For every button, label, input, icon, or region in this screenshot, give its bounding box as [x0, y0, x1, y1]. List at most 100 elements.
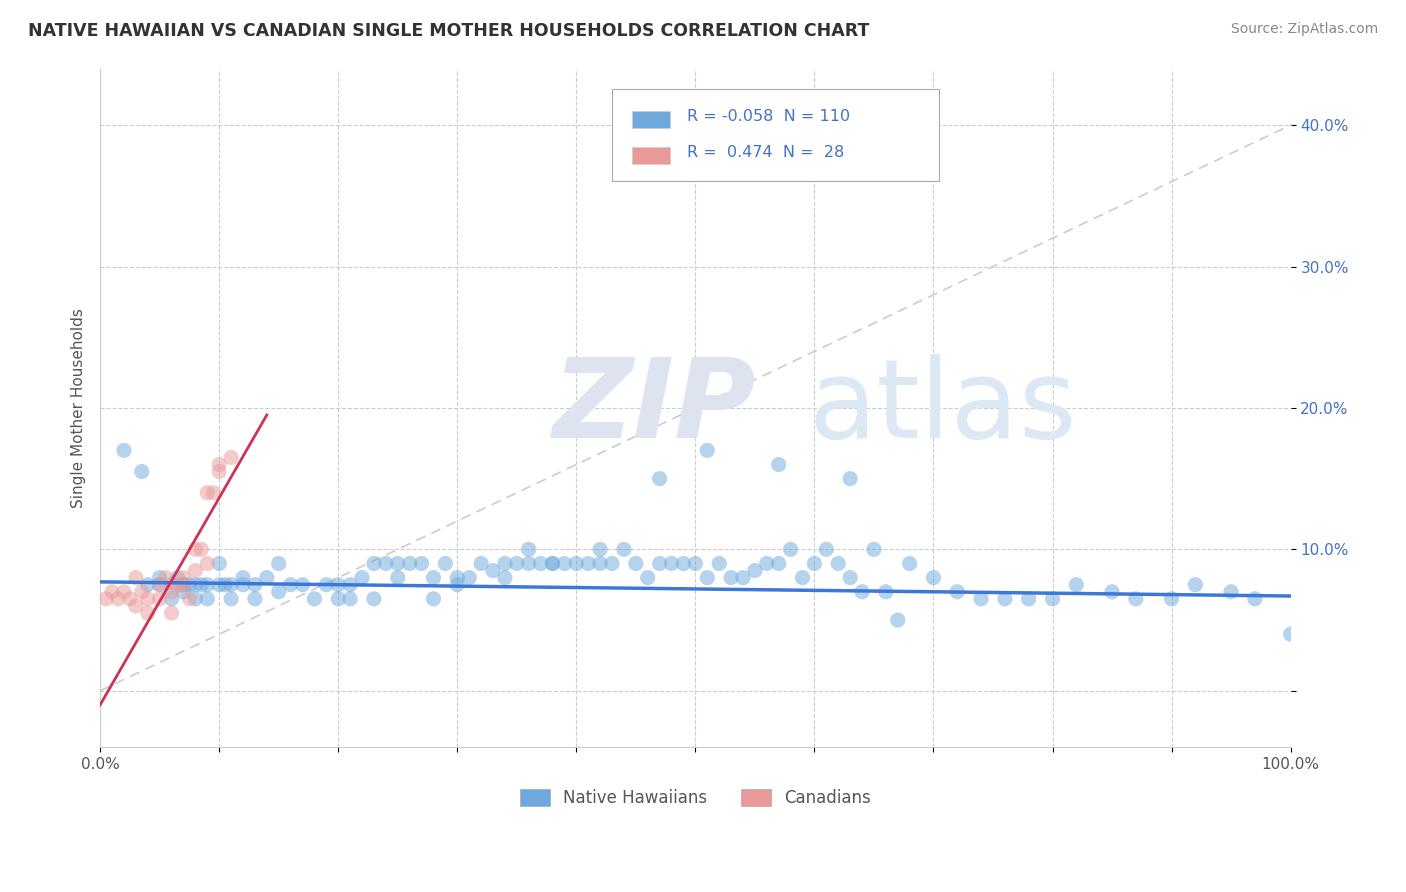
Point: [202, 485, 225, 500]
Point: [208, 458, 231, 472]
Point: [1042, 591, 1064, 606]
Point: [613, 542, 636, 557]
Point: [1244, 591, 1267, 606]
Point: [696, 443, 718, 458]
Point: [195, 557, 218, 571]
Point: [709, 557, 731, 571]
Point: [184, 542, 207, 557]
Point: [696, 571, 718, 585]
Point: [232, 578, 254, 592]
Point: [208, 578, 231, 592]
Point: [195, 485, 218, 500]
Point: [118, 591, 141, 606]
Point: [101, 584, 124, 599]
Point: [863, 542, 886, 557]
Point: [125, 571, 148, 585]
Point: [219, 591, 242, 606]
Point: [256, 571, 278, 585]
Point: [243, 578, 266, 592]
Point: [422, 591, 444, 606]
Point: [994, 591, 1017, 606]
Point: [922, 571, 945, 585]
Point: [149, 571, 172, 585]
Point: [839, 472, 862, 486]
Point: [494, 557, 516, 571]
Point: [803, 557, 825, 571]
Point: [637, 571, 659, 585]
Point: [1101, 584, 1123, 599]
Point: [387, 557, 409, 571]
Point: [517, 542, 540, 557]
Point: [768, 458, 790, 472]
Point: [755, 557, 778, 571]
Point: [179, 591, 201, 606]
Point: [280, 578, 302, 592]
Point: [946, 584, 969, 599]
Point: [779, 542, 801, 557]
Point: [160, 591, 183, 606]
Point: [1160, 591, 1182, 606]
Point: [112, 443, 135, 458]
Point: [446, 571, 468, 585]
Point: [208, 465, 231, 479]
Point: [149, 591, 172, 606]
Text: R = -0.058  N = 110: R = -0.058 N = 110: [688, 109, 851, 123]
FancyBboxPatch shape: [612, 89, 939, 180]
Point: [661, 557, 683, 571]
Point: [166, 578, 188, 592]
Point: [565, 557, 588, 571]
Point: [232, 571, 254, 585]
Point: [1125, 591, 1147, 606]
Point: [517, 557, 540, 571]
Legend: Native Hawaiians, Canadians: Native Hawaiians, Canadians: [513, 782, 877, 814]
Text: atlas: atlas: [808, 354, 1077, 461]
Point: [470, 557, 492, 571]
Point: [458, 571, 481, 585]
Point: [541, 557, 564, 571]
Point: [208, 557, 231, 571]
Point: [131, 584, 153, 599]
Point: [184, 578, 207, 592]
Point: [744, 564, 766, 578]
Point: [600, 557, 623, 571]
Point: [328, 591, 350, 606]
Point: [482, 564, 505, 578]
Point: [328, 578, 350, 592]
Point: [1066, 578, 1088, 592]
FancyBboxPatch shape: [633, 147, 671, 163]
Point: [184, 591, 207, 606]
Point: [125, 599, 148, 613]
Point: [172, 584, 194, 599]
Point: [350, 571, 373, 585]
Point: [672, 557, 695, 571]
Point: [827, 557, 849, 571]
Point: [553, 557, 575, 571]
Point: [243, 591, 266, 606]
Point: [446, 578, 468, 592]
Point: [291, 578, 314, 592]
Point: [112, 584, 135, 599]
Point: [494, 571, 516, 585]
Point: [898, 557, 921, 571]
Point: [160, 584, 183, 599]
Point: [136, 591, 159, 606]
Point: [720, 571, 742, 585]
Point: [160, 578, 183, 592]
Point: [184, 564, 207, 578]
Point: [172, 578, 194, 592]
Point: [648, 557, 671, 571]
Point: [506, 557, 529, 571]
Y-axis label: Single Mother Households: Single Mother Households: [72, 308, 86, 508]
Point: [648, 472, 671, 486]
Point: [374, 557, 396, 571]
Point: [589, 542, 612, 557]
Point: [267, 584, 290, 599]
Point: [136, 578, 159, 592]
Text: Source: ZipAtlas.com: Source: ZipAtlas.com: [1230, 22, 1378, 37]
Point: [541, 557, 564, 571]
Point: [387, 571, 409, 585]
Point: [136, 606, 159, 620]
Point: [1018, 591, 1040, 606]
Point: [1220, 584, 1243, 599]
Point: [970, 591, 993, 606]
